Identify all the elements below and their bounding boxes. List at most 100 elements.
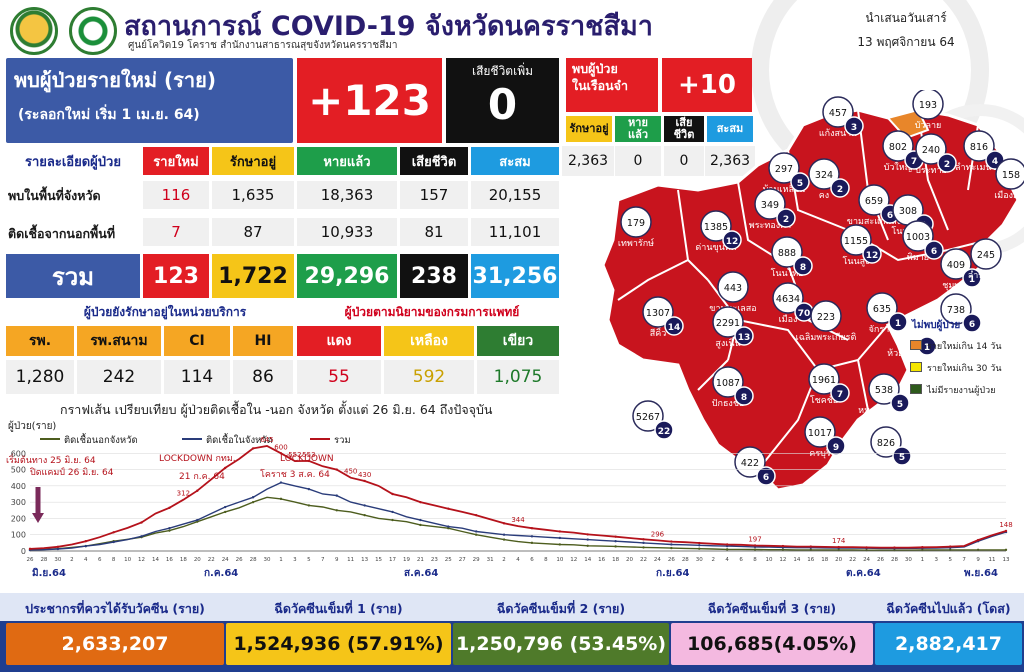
x-tick-label: 1	[921, 557, 925, 563]
legend-swatch-yellow	[910, 362, 922, 372]
district-1: บัวลาย 193	[912, 90, 944, 131]
x-tick-label: 16	[598, 557, 605, 563]
series-point	[837, 545, 840, 549]
district-total: 240	[922, 145, 940, 156]
series-point	[391, 492, 394, 496]
series-point	[921, 546, 924, 549]
data-label: 552	[288, 451, 301, 459]
district-new-circle	[862, 244, 882, 264]
chart-annotation: LOCKDOWN	[280, 454, 334, 464]
prison-label-line2: ในเรือนจำ	[572, 78, 629, 93]
x-tick-label: 8	[112, 557, 116, 563]
provincial-seal-icon	[10, 7, 58, 55]
series-point	[196, 489, 199, 492]
district-name: ปักธงชัย	[712, 399, 744, 409]
chart-annotation: เริ่มต้นทาง 25 มิ.ย. 64	[6, 453, 96, 466]
district-name: บัวลาย	[915, 121, 942, 131]
series-point	[530, 535, 534, 538]
data-label: 600	[274, 443, 287, 451]
district-new: 2	[944, 160, 950, 170]
x-tick-label: 26	[27, 557, 34, 563]
data-label: 430	[358, 471, 371, 479]
district-total: 1155	[844, 236, 868, 247]
series-point	[949, 545, 952, 548]
series-point	[586, 544, 589, 547]
x-tick-label: 5	[307, 557, 311, 563]
data-label: 553	[302, 451, 315, 459]
chart-title: กราฟเส้น เปรียบเทียบ ผู้ป่วยติดเชื้อใน -…	[60, 402, 493, 417]
district-new-circle	[776, 208, 796, 228]
district-name: เมือง	[779, 314, 798, 325]
x-tick-label: 11	[989, 557, 996, 563]
district-total: 2291	[716, 318, 740, 329]
district-new-circle	[937, 153, 957, 173]
series-point	[698, 541, 701, 545]
month-label: ต.ค.64	[846, 568, 881, 579]
district-total: 422	[741, 458, 759, 469]
district-total-circle	[808, 158, 840, 190]
data-label: 296	[651, 530, 665, 538]
x-tick-label: 17	[389, 557, 396, 563]
series-point	[307, 487, 311, 491]
district-new: 1	[969, 275, 975, 285]
district-new: 2	[783, 215, 789, 225]
district-total: 223	[817, 312, 835, 323]
series-point	[224, 505, 227, 509]
total-new: 123	[143, 254, 209, 298]
new-cases-label: พบผู้ป่วยรายใหม่ (ราย)	[14, 68, 217, 92]
series-point	[809, 545, 812, 548]
x-tick-label: 19	[403, 557, 410, 563]
district-new: 13	[738, 333, 751, 343]
x-tick-label: 2	[502, 557, 506, 563]
series-point	[586, 533, 589, 536]
x-tick-label: 2	[711, 557, 715, 563]
district-total-circle	[712, 306, 744, 338]
series-point	[251, 500, 255, 504]
total-treating: 1,722	[212, 254, 294, 298]
district-name: ปากช่อง	[632, 433, 664, 443]
x-tick-label: 22	[640, 557, 647, 563]
district-total: 4634	[776, 294, 800, 305]
district-border	[737, 319, 819, 371]
district-name: คง	[819, 191, 829, 201]
prison-header-treating: รักษาอยู่	[566, 116, 612, 142]
series-point	[642, 541, 645, 545]
page-title: สถานการณ์ COVID-19 จังหวัดนครราชสีมา	[124, 11, 653, 42]
district-total-circle	[642, 296, 674, 328]
district-new-circle	[793, 256, 813, 276]
series-point	[140, 521, 143, 524]
district-new: 12	[866, 251, 879, 261]
district-new: 8	[800, 263, 806, 273]
district-new-circle	[924, 240, 944, 260]
detail-cell: 81	[400, 218, 468, 246]
x-tick-label: 30	[905, 557, 912, 563]
district-32: ห้วยแถลงใต้1	[887, 336, 937, 359]
map-legend-title: ไม่พบผู้ป่วย	[912, 320, 961, 331]
district-name: โนนสูง	[842, 256, 869, 267]
detail-header-recovered: หายแล้ว	[297, 147, 397, 175]
new-cases-value: +123	[297, 58, 442, 143]
series-point	[447, 525, 450, 528]
series-point	[196, 518, 199, 522]
x-tick-label: 24	[222, 557, 229, 563]
district-total-circle	[810, 300, 842, 332]
present-day-label: นำเสนอวันเสาร์	[865, 11, 947, 25]
y-tick-label: 400	[11, 482, 26, 491]
service-value-hi: 86	[233, 360, 293, 394]
x-tick-label: 25	[445, 557, 452, 563]
prison-value-cumulative: 2,363	[705, 146, 755, 176]
district-total-circle	[963, 130, 995, 162]
series-point	[251, 447, 255, 450]
series-point	[502, 533, 506, 536]
district-total: 635	[873, 304, 891, 315]
x-tick-label: 23	[431, 557, 438, 563]
x-tick-label: 20	[626, 557, 633, 563]
series-point	[614, 535, 617, 538]
prison-value-deaths: 0	[664, 146, 704, 176]
service-value-ci: 114	[164, 360, 230, 394]
x-tick-label: 3	[293, 557, 297, 563]
vaccine-label-total-doses: ฉีดวัคซีนไปแล้ว (โดส)	[886, 601, 1011, 616]
district-new-circle	[790, 172, 810, 192]
series-point	[391, 518, 394, 522]
